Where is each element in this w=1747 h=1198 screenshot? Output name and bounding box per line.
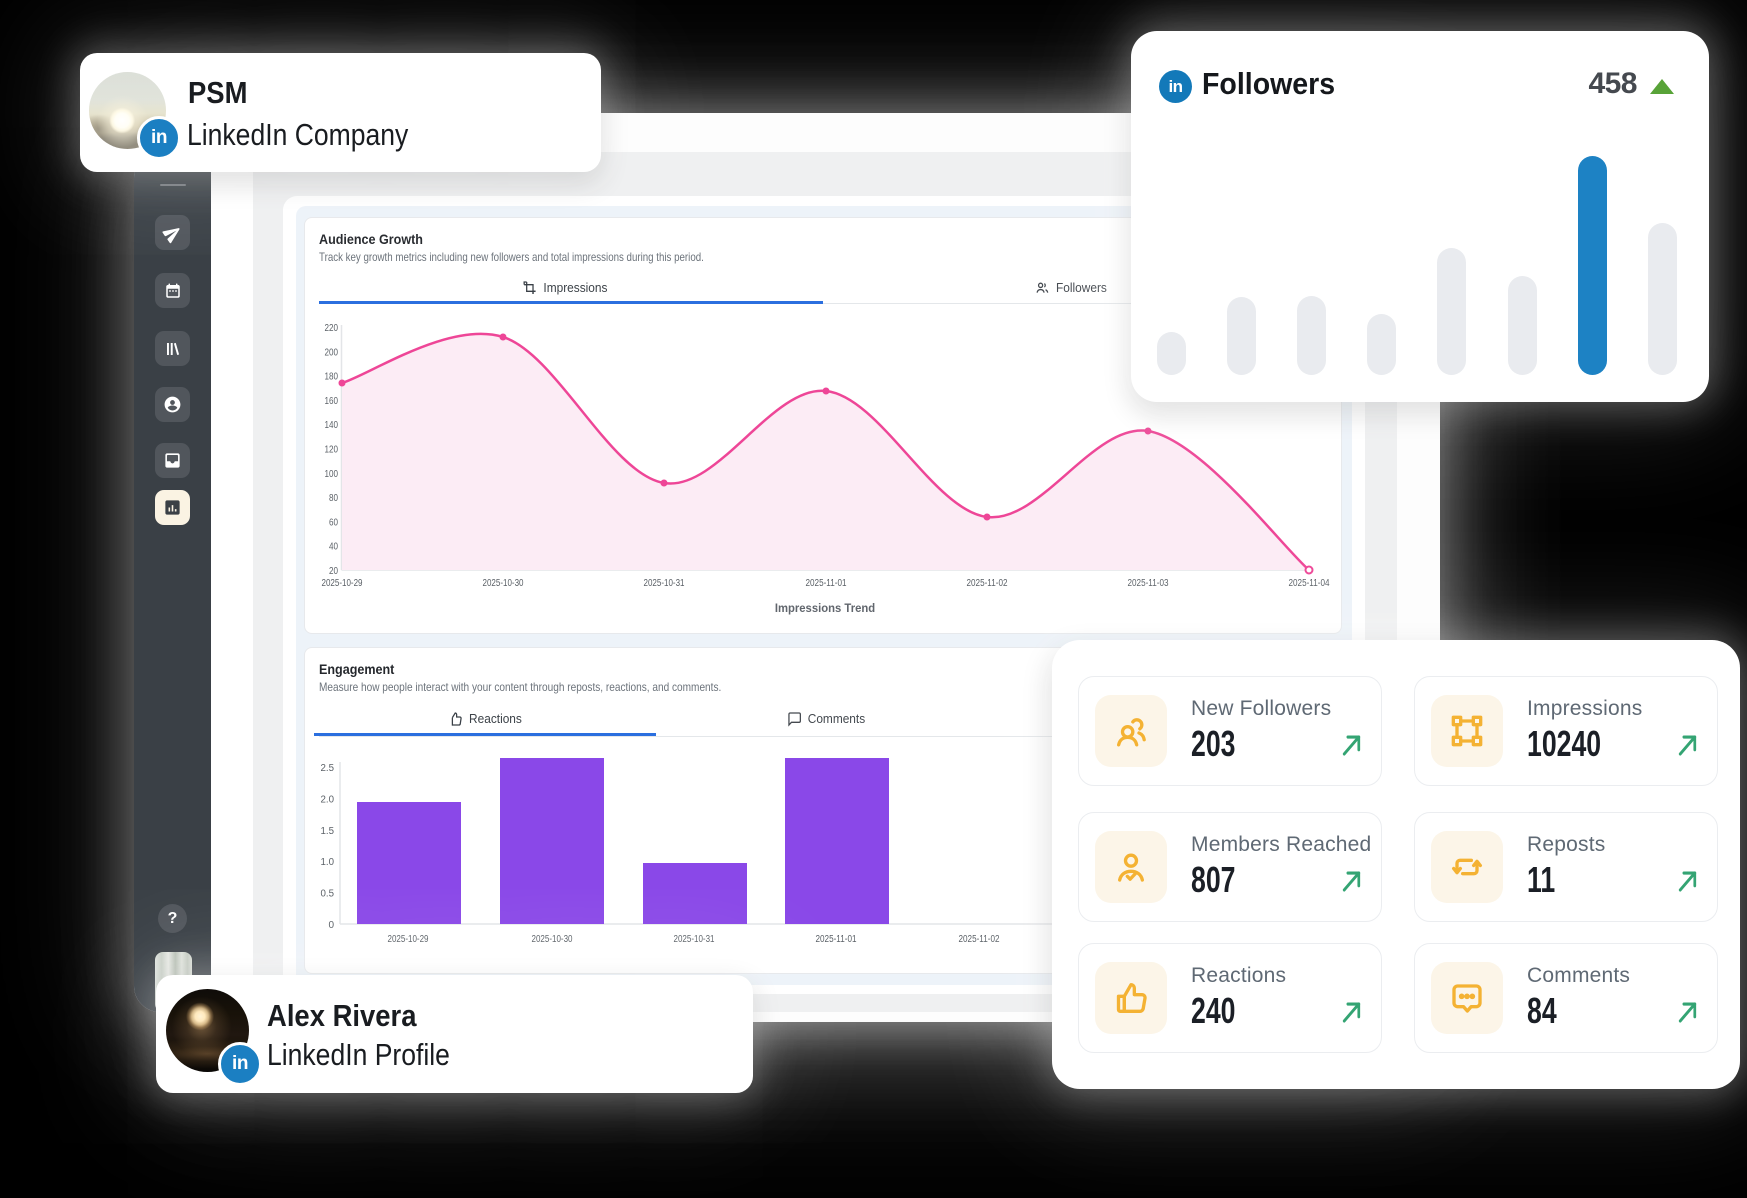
svg-text:0: 0: [328, 920, 334, 931]
svg-text:2025-10-29: 2025-10-29: [322, 578, 363, 589]
svg-text:2025-10-30: 2025-10-30: [532, 934, 573, 945]
svg-text:80: 80: [329, 493, 338, 504]
svg-text:160: 160: [325, 396, 339, 407]
svg-text:200: 200: [325, 347, 339, 358]
svg-text:100: 100: [325, 469, 339, 480]
svg-text:2025-11-02: 2025-11-02: [967, 578, 1008, 589]
svg-text:220: 220: [325, 323, 339, 334]
svg-text:2025-10-30: 2025-10-30: [483, 578, 524, 589]
svg-text:2025-10-29: 2025-10-29: [388, 934, 429, 945]
svg-text:40: 40: [329, 542, 338, 553]
svg-text:2025-10-31: 2025-10-31: [674, 934, 715, 945]
svg-text:0.5: 0.5: [321, 889, 335, 900]
svg-text:140: 140: [325, 420, 339, 431]
svg-text:60: 60: [329, 517, 338, 528]
svg-text:2025-11-01: 2025-11-01: [806, 578, 847, 589]
svg-text:180: 180: [325, 372, 339, 383]
svg-text:2.0: 2.0: [321, 794, 335, 805]
svg-text:2025-11-04: 2025-11-04: [1289, 578, 1330, 589]
svg-text:2.5: 2.5: [321, 763, 335, 774]
svg-text:20: 20: [329, 566, 338, 577]
svg-text:2025-11-03: 2025-11-03: [1128, 578, 1169, 589]
svg-text:2025-11-02: 2025-11-02: [959, 934, 1000, 945]
svg-text:1.5: 1.5: [321, 826, 335, 837]
svg-text:2025-10-31: 2025-10-31: [644, 578, 685, 589]
svg-text:1.0: 1.0: [321, 857, 335, 868]
svg-text:120: 120: [325, 445, 339, 456]
svg-text:2025-11-01: 2025-11-01: [816, 934, 857, 945]
